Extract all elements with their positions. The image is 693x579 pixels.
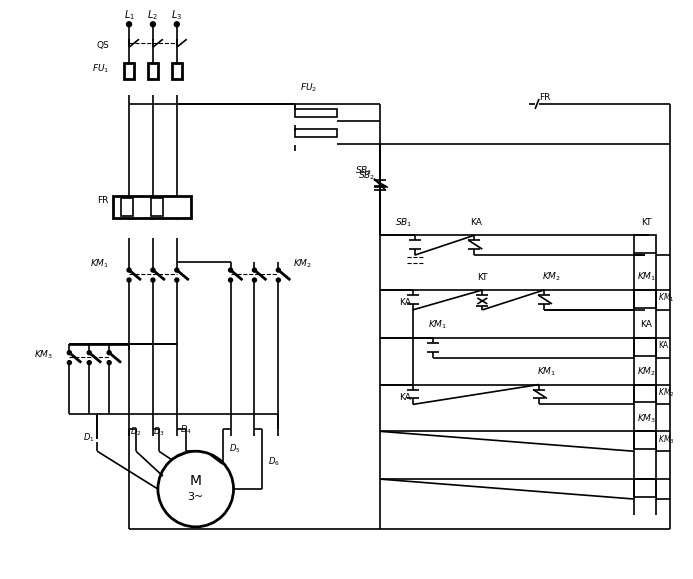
Text: $KM_3$: $KM_3$	[658, 433, 675, 445]
Bar	[121, 199, 133, 217]
Circle shape	[175, 278, 179, 282]
Circle shape	[229, 278, 233, 282]
Bar	[633, 290, 656, 308]
Text: KT: KT	[477, 273, 488, 281]
Text: KA: KA	[471, 218, 482, 227]
Bar	[633, 338, 656, 356]
Text: $D_4$: $D_4$	[180, 423, 192, 435]
Circle shape	[87, 351, 91, 355]
Text: $KM_2$: $KM_2$	[293, 258, 313, 270]
Text: $D_6$: $D_6$	[268, 456, 280, 468]
Circle shape	[277, 278, 281, 282]
Circle shape	[229, 268, 233, 272]
Text: $L_2$: $L_2$	[148, 9, 159, 22]
Text: $D_3$: $D_3$	[153, 425, 165, 438]
Text: FR: FR	[97, 196, 108, 205]
Text: $KM_3$: $KM_3$	[34, 349, 53, 361]
Circle shape	[87, 361, 91, 365]
Text: $KM_1$: $KM_1$	[428, 318, 447, 331]
Bar	[633, 479, 656, 497]
Text: $D_5$: $D_5$	[229, 443, 240, 456]
Text: $KM_1$: $KM_1$	[538, 365, 556, 378]
Circle shape	[150, 22, 155, 27]
Text: $KM_1$: $KM_1$	[637, 271, 656, 283]
Circle shape	[67, 351, 71, 355]
Text: $D_2$: $D_2$	[130, 425, 142, 438]
Text: $D_1$: $D_1$	[83, 431, 95, 444]
Text: $KM_1$: $KM_1$	[90, 258, 109, 270]
Circle shape	[252, 268, 256, 272]
Bar	[633, 235, 656, 253]
Text: FR: FR	[539, 93, 550, 102]
Bar	[633, 431, 656, 449]
Circle shape	[67, 361, 71, 365]
Text: $KM_3$: $KM_3$	[637, 412, 656, 424]
Circle shape	[127, 278, 131, 282]
Circle shape	[107, 351, 111, 355]
Bar	[295, 109, 337, 117]
Circle shape	[127, 268, 131, 272]
Bar	[295, 129, 337, 137]
Text: 3~: 3~	[188, 492, 204, 502]
Text: M: M	[190, 474, 202, 488]
Bar	[151, 199, 163, 217]
Text: $KM_2$: $KM_2$	[637, 365, 656, 378]
Bar	[148, 63, 158, 79]
Text: $L_3$: $L_3$	[171, 9, 182, 22]
Text: KA: KA	[658, 341, 669, 350]
Circle shape	[151, 278, 155, 282]
Text: $KM_2$: $KM_2$	[543, 271, 561, 283]
Circle shape	[175, 22, 179, 27]
Text: $SB_2$: $SB_2$	[358, 169, 375, 182]
Text: KA: KA	[640, 320, 653, 329]
Circle shape	[127, 22, 132, 27]
Circle shape	[252, 278, 256, 282]
Bar	[113, 196, 191, 218]
Text: $FU_2$: $FU_2$	[300, 82, 317, 94]
Text: $KM_1$: $KM_1$	[658, 292, 675, 304]
Bar	[124, 63, 134, 79]
Bar	[172, 63, 182, 79]
Text: $SB_1$: $SB_1$	[395, 216, 412, 229]
Circle shape	[277, 268, 281, 272]
Text: $L_1$: $L_1$	[123, 9, 134, 22]
Bar	[633, 384, 656, 402]
Text: KT: KT	[641, 218, 652, 227]
Circle shape	[107, 361, 111, 365]
Text: QS: QS	[96, 41, 109, 50]
Text: $SB_2$: $SB_2$	[355, 164, 372, 177]
Text: $FU_1$: $FU_1$	[92, 63, 109, 75]
Circle shape	[175, 268, 179, 272]
Text: KA: KA	[398, 393, 411, 402]
Circle shape	[151, 268, 155, 272]
Text: $KM_2$: $KM_2$	[658, 386, 675, 399]
Text: KA: KA	[398, 298, 411, 307]
